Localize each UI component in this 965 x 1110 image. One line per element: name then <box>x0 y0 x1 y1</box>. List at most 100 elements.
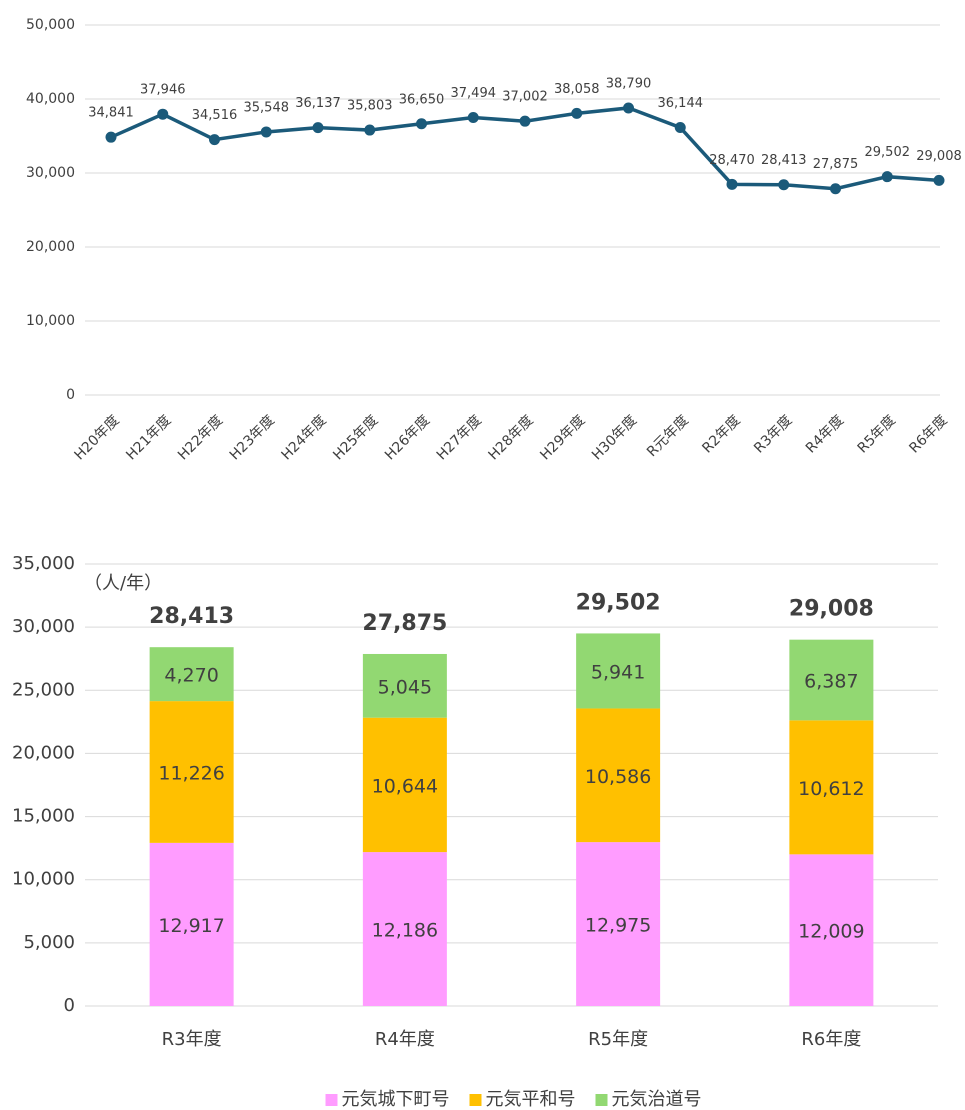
data-label: 28,413 <box>761 153 807 168</box>
point <box>519 115 531 127</box>
data-label: 4,270 <box>164 665 218 687</box>
x-tick-label: R4年度 <box>375 1029 435 1050</box>
data-label: 36,137 <box>295 96 341 111</box>
point <box>364 124 376 136</box>
point <box>416 118 427 130</box>
legend-label: 元気治道号 <box>612 1089 702 1110</box>
x-tick-label: H30年度 <box>589 412 640 463</box>
x-tick-label: R3年度 <box>751 412 795 456</box>
y-tick-label: 40,000 <box>26 91 75 107</box>
x-tick-label: R6年度 <box>906 412 950 456</box>
bar-segment <box>789 639 874 721</box>
data-label: 12,009 <box>798 921 864 943</box>
x-tick-label: H26年度 <box>382 412 433 463</box>
point <box>830 183 841 195</box>
data-label: 10,612 <box>798 778 864 800</box>
point <box>778 179 790 191</box>
total-label: 29,008 <box>789 597 874 622</box>
point <box>933 174 945 186</box>
x-tick-label: R6年度 <box>801 1029 861 1050</box>
data-label: 37,946 <box>140 83 186 98</box>
x-tick-label: H28年度 <box>486 412 537 463</box>
total-label: 29,502 <box>576 590 661 615</box>
total-label: 28,413 <box>149 604 234 629</box>
data-label: 28,470 <box>709 153 755 168</box>
y-tick-label: 20,000 <box>26 239 75 255</box>
data-label: 34,516 <box>192 108 238 123</box>
bar-segment <box>362 717 447 853</box>
bar-segment <box>149 647 234 702</box>
bar-segment <box>789 720 874 855</box>
data-label: 34,841 <box>88 106 134 121</box>
point <box>312 122 324 134</box>
bar-segment <box>362 852 447 1006</box>
point <box>674 122 686 134</box>
legend-swatch <box>325 1094 338 1106</box>
data-label: 36,650 <box>399 92 445 107</box>
bar-segment <box>576 633 661 709</box>
x-tick-label: H20年度 <box>72 412 123 463</box>
y-tick-label: 30,000 <box>26 165 75 181</box>
bar-segment <box>149 842 234 1006</box>
x-tick-label: R5年度 <box>588 1029 648 1050</box>
x-tick-label: H25年度 <box>330 412 381 463</box>
point <box>467 112 479 124</box>
x-tick-label: R2年度 <box>699 412 743 456</box>
x-tick-label: H23年度 <box>227 412 278 463</box>
bar-segment <box>362 653 447 718</box>
point <box>260 126 272 138</box>
x-tick-label: R5年度 <box>855 412 899 456</box>
legend-label: 元気平和号 <box>486 1089 576 1110</box>
legend-swatch <box>469 1094 482 1106</box>
data-label: 12,186 <box>372 920 438 942</box>
y-tick-label: 10,000 <box>12 869 75 890</box>
data-label: 12,975 <box>585 915 651 937</box>
y-tick-label: 25,000 <box>12 679 75 700</box>
point <box>881 171 893 183</box>
data-label: 5,941 <box>591 661 645 683</box>
data-label: 29,502 <box>865 145 911 160</box>
y-tick-label: 0 <box>66 387 75 403</box>
x-tick-label: H24年度 <box>279 412 330 463</box>
data-label: 10,586 <box>585 766 651 788</box>
data-label: 38,058 <box>554 82 600 97</box>
data-label: 35,803 <box>347 99 393 114</box>
data-label: 29,008 <box>916 149 962 164</box>
x-tick-label: R元年度 <box>644 412 692 460</box>
y-tick-label: 20,000 <box>12 742 75 763</box>
data-label: 6,387 <box>804 670 858 692</box>
data-label: 12,917 <box>158 915 224 937</box>
y-tick-label: 5,000 <box>23 932 75 953</box>
bar-segment <box>576 842 661 1006</box>
x-tick-label: H22年度 <box>175 412 226 463</box>
bar-segment <box>576 708 661 843</box>
data-label: 27,875 <box>813 157 859 172</box>
point <box>726 178 738 190</box>
data-label: 37,002 <box>502 90 548 105</box>
x-tick-label: H29年度 <box>537 412 588 463</box>
y-tick-label: 50,000 <box>26 17 75 33</box>
x-tick-label: H27年度 <box>434 412 485 463</box>
unit-label: （人/年） <box>84 573 162 594</box>
x-tick-label: R3年度 <box>162 1029 222 1050</box>
point <box>571 107 583 119</box>
y-tick-label: 35,000 <box>12 553 75 574</box>
bar-segment <box>789 854 874 1006</box>
bar-segment <box>149 701 234 843</box>
data-label: 38,790 <box>606 76 652 91</box>
total-label: 27,875 <box>362 611 447 636</box>
legend-label: 元気城下町号 <box>342 1089 450 1110</box>
point <box>105 131 117 143</box>
y-tick-label: 15,000 <box>12 806 75 827</box>
legend-swatch <box>595 1094 608 1106</box>
point <box>209 134 220 146</box>
data-label: 35,548 <box>244 100 290 115</box>
y-tick-label: 30,000 <box>12 616 75 637</box>
y-tick-label: 0 <box>64 995 75 1016</box>
data-label: 10,644 <box>372 775 438 797</box>
x-tick-label: H21年度 <box>123 412 174 463</box>
data-label: 37,494 <box>451 86 497 101</box>
data-label: 5,045 <box>378 676 432 698</box>
x-tick-label: R4年度 <box>803 412 847 456</box>
